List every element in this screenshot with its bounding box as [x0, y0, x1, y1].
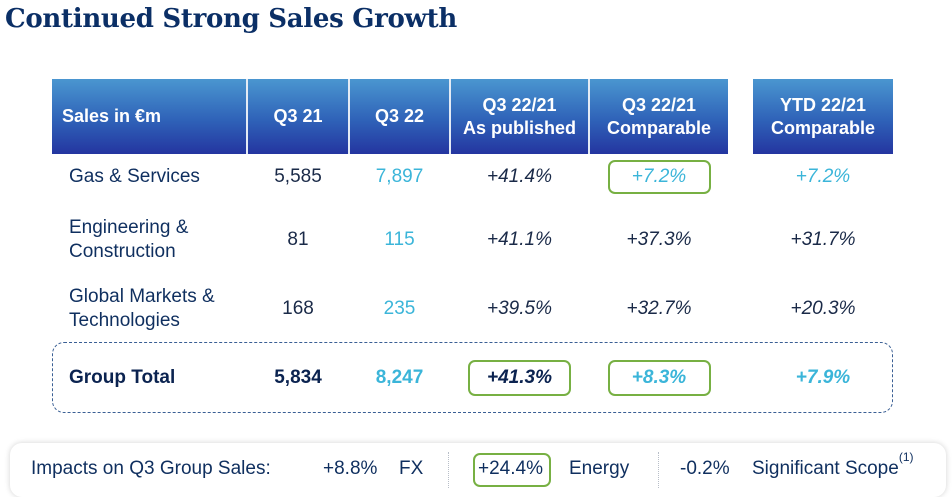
- row-label: Engineering & Construction: [69, 216, 188, 264]
- fx-value: +8.8%: [323, 458, 378, 479]
- q3-22-value: 235: [383, 298, 416, 319]
- highlight-box: [468, 360, 571, 396]
- q3-21-value: 81: [287, 229, 309, 250]
- row-label: Global Markets & Technologies: [69, 285, 215, 333]
- header-comparable: Q3 22/21 Comparable: [590, 79, 728, 154]
- total-q3-21-value: 5,834: [274, 367, 322, 388]
- impacts-divider: [448, 452, 449, 488]
- header-q3-21: Q3 21: [248, 79, 348, 154]
- header-divider: [348, 79, 350, 154]
- scope-footnote: (1): [898, 450, 914, 464]
- row-label-line1: Global Markets &: [69, 286, 215, 307]
- header-ytd-line2: Comparable: [770, 117, 876, 138]
- q3-21-value: 168: [282, 298, 314, 319]
- header-divider: [246, 79, 248, 154]
- q3-22-value: 7,897: [375, 166, 424, 187]
- row-label-line2: Technologies: [69, 310, 180, 331]
- total-comparable-value: +8.3%: [631, 367, 687, 388]
- as-published-value: +41.1%: [487, 229, 552, 250]
- header-comparable-line1: Q3 22/21: [621, 94, 697, 115]
- as-published-value: +39.5%: [487, 298, 552, 319]
- header-as-published: Q3 22/21 As published: [451, 79, 588, 154]
- comparable-value: +32.7%: [626, 298, 692, 319]
- header-ytd-line1: YTD 22/21: [779, 94, 867, 115]
- highlight-box: [608, 160, 711, 194]
- highlight-box: [473, 453, 551, 487]
- total-label: Group Total: [69, 367, 176, 388]
- ytd-value: +31.7%: [790, 229, 856, 250]
- header-q3-22: Q3 22: [350, 79, 449, 154]
- comparable-value: +37.3%: [626, 229, 692, 250]
- ytd-value: +7.2%: [795, 166, 851, 187]
- q3-21-value: 5,585: [274, 166, 322, 187]
- comparable-value: +7.2%: [631, 166, 687, 187]
- scope-label: Significant Scope(1): [752, 450, 914, 480]
- header-as-published-line1: Q3 22/21: [482, 94, 557, 115]
- total-q3-22-value: 8,247: [375, 367, 424, 388]
- row-label-line2: Construction: [69, 241, 176, 262]
- group-total-outline: [52, 342, 893, 413]
- header-comparable-line2: Comparable: [606, 117, 712, 138]
- impacts-panel: [10, 443, 946, 497]
- header-divider: [588, 79, 590, 154]
- total-as-published-value: +41.3%: [487, 367, 552, 388]
- highlight-box: [608, 360, 711, 396]
- header-sales-label: Sales in €m: [52, 79, 246, 154]
- as-published-value: +41.4%: [487, 166, 552, 187]
- fx-label: FX: [399, 458, 424, 479]
- row-label-line1: Engineering &: [69, 217, 189, 238]
- scope-value: -0.2%: [680, 458, 730, 479]
- scope-label-text: Significant Scope: [752, 458, 899, 479]
- total-ytd-value: +7.9%: [795, 367, 851, 388]
- row-label: Gas & Services: [69, 166, 200, 187]
- q3-22-value: 115: [384, 229, 415, 250]
- header-divider: [449, 79, 451, 154]
- energy-label: Energy: [569, 458, 630, 479]
- impacts-divider: [658, 452, 659, 488]
- header-ytd: YTD 22/21 Comparable: [753, 79, 893, 154]
- page-title: Continued Strong Sales Growth: [5, 4, 457, 34]
- ytd-value: +20.3%: [790, 298, 856, 319]
- impacts-label: Impacts on Q3 Group Sales:: [31, 458, 271, 479]
- header-as-published-line2: As published: [462, 117, 576, 138]
- energy-value: +24.4%: [478, 458, 543, 479]
